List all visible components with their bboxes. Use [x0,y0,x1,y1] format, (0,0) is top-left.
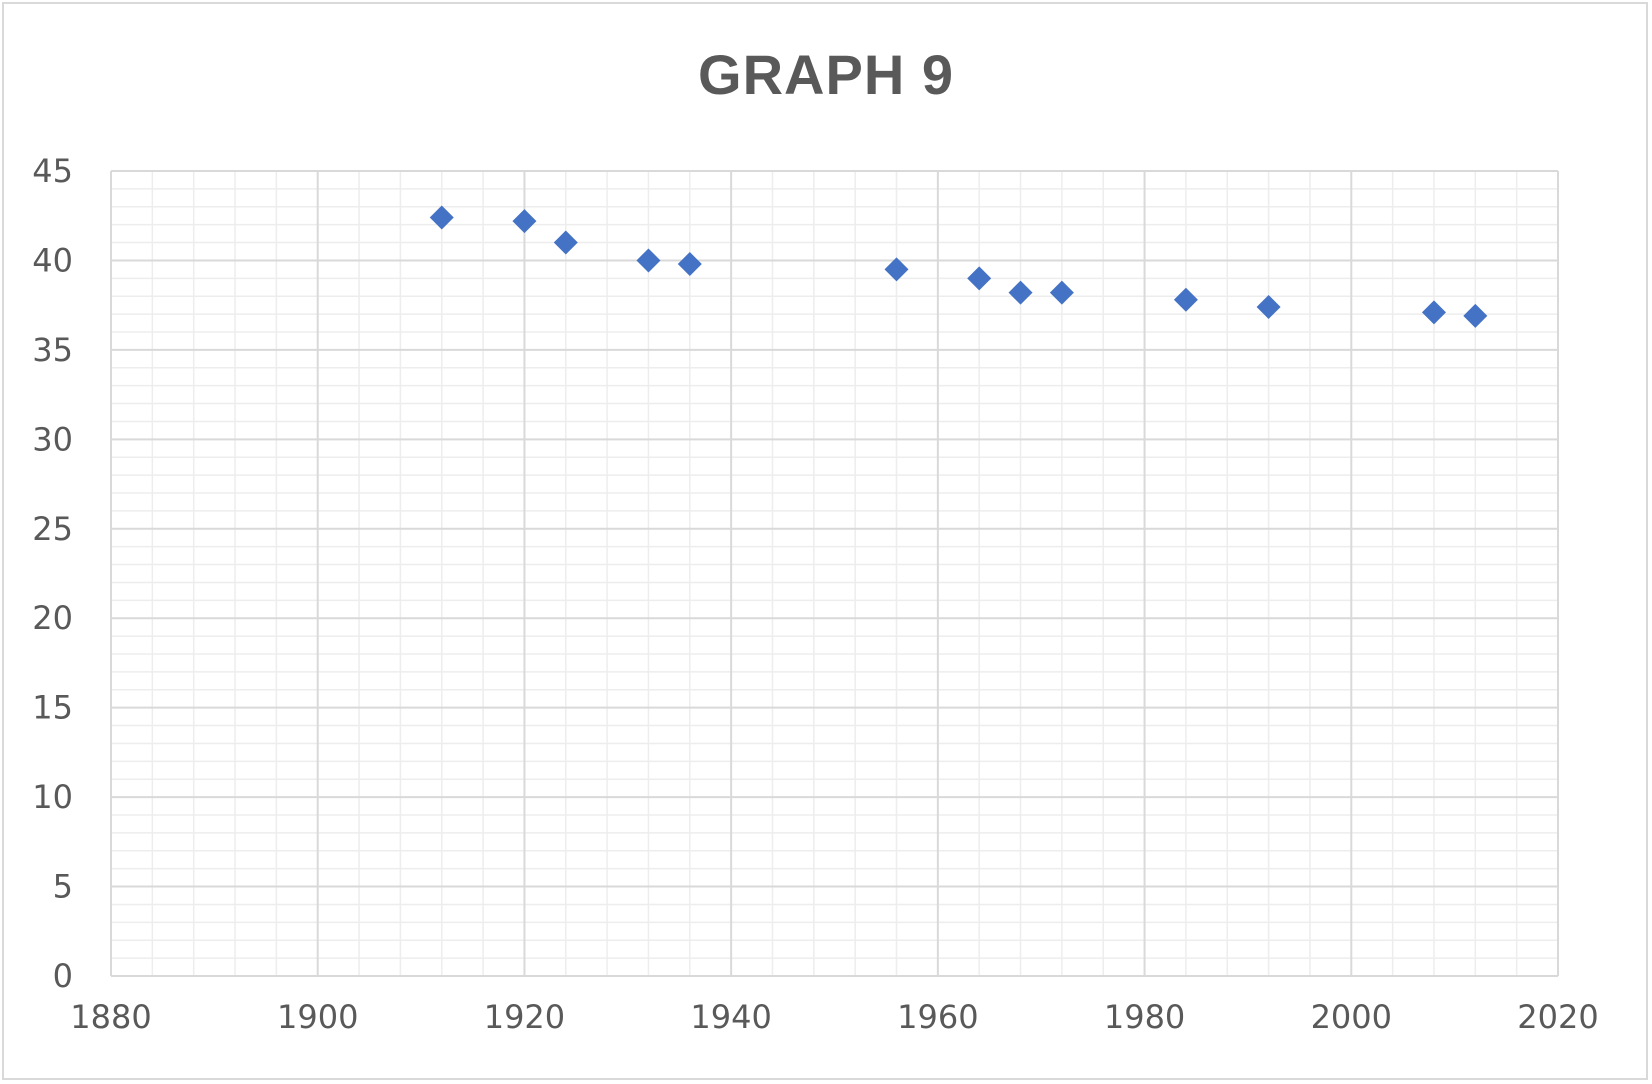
data-point-marker [1421,300,1446,325]
data-point-marker [636,248,661,273]
data-point-marker [884,257,909,282]
y-tick-label: 15 [32,689,73,727]
y-axis-tick-labels: 0 5 10 15 20 25 30 35 40 45 [32,152,73,995]
major-gridlines [110,170,1559,977]
data-point-marker [1008,280,1033,305]
x-tick-label: 1980 [1104,998,1185,1036]
x-tick-label: 1940 [690,998,771,1036]
y-tick-label: 35 [32,331,73,369]
y-tick-label: 45 [32,152,73,190]
y-tick-label: 40 [32,241,73,279]
data-point-marker [677,252,702,277]
data-point-marker [429,205,454,230]
y-tick-label: 20 [32,599,73,637]
chart-title: GRAPH 9 [698,43,954,106]
minor-gridlines [111,171,1558,976]
data-point-marker [1173,287,1198,312]
y-tick-label: 0 [53,957,73,995]
y-tick-label: 5 [53,868,73,906]
data-point-marker [1049,280,1074,305]
x-tick-label: 1900 [277,998,358,1036]
data-point-marker [1256,294,1281,319]
x-axis-tick-labels: 1880 1900 1920 1940 1960 1980 2000 2020 [70,998,1598,1036]
y-tick-label: 10 [32,778,73,816]
y-tick-label: 25 [32,510,73,548]
data-points [429,205,1488,328]
x-tick-label: 1880 [70,998,151,1036]
x-tick-label: 2000 [1311,998,1392,1036]
data-point-marker [512,209,537,234]
x-tick-label: 1920 [484,998,565,1036]
y-tick-label: 30 [32,420,73,458]
x-tick-label: 1960 [897,998,978,1036]
data-point-marker [553,230,578,255]
data-point-marker [1463,303,1488,328]
x-tick-label: 2020 [1517,998,1598,1036]
data-point-marker [967,266,992,291]
